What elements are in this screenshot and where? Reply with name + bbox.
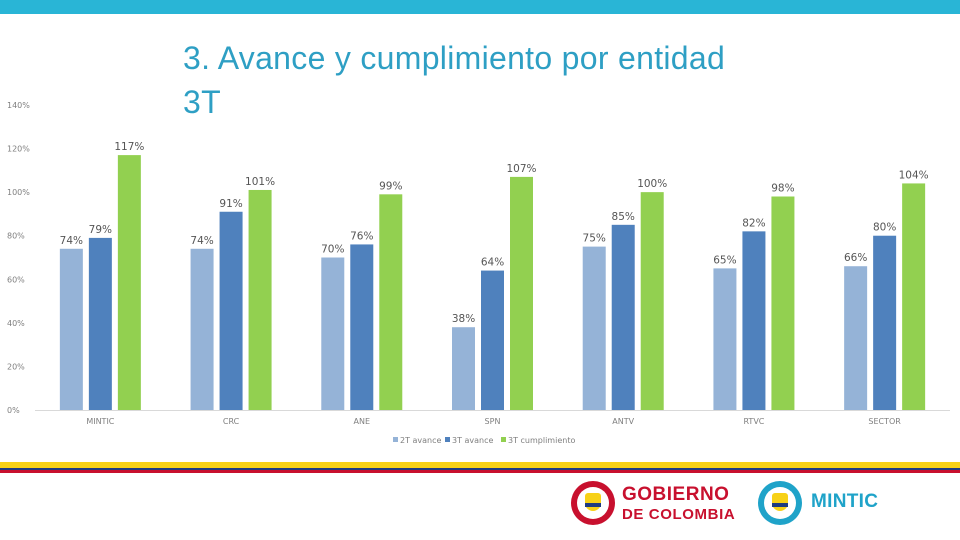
bar: [117, 155, 141, 410]
y-tick-label: 40%: [7, 319, 25, 328]
bar: [219, 211, 243, 410]
data-label: 82%: [742, 217, 765, 229]
y-tick-label: 80%: [7, 232, 25, 241]
bar: [582, 246, 606, 410]
bar: [873, 235, 897, 410]
y-tick-label: 120%: [7, 145, 30, 154]
category-label: ANE: [354, 417, 371, 426]
bar: [844, 266, 868, 410]
legend: 2T avance 3T avance 3T cumplimiento: [393, 436, 575, 445]
data-label: 100%: [637, 178, 667, 190]
bar-chart: 0%20%40%60%80%100%120%140% 74%79%117%74%…: [7, 101, 950, 445]
bar: [902, 183, 926, 410]
gobierno-line1: GOBIERNO: [622, 484, 730, 505]
category-label: ANTV: [612, 417, 634, 426]
bar: [713, 268, 737, 410]
data-label: 107%: [506, 163, 536, 175]
data-label: 117%: [114, 141, 144, 153]
bar: [59, 248, 83, 410]
stripe-blue: [0, 468, 960, 470]
mintic-logo-text: MINTIC: [811, 491, 879, 512]
y-tick-label: 100%: [7, 188, 30, 197]
bar: [742, 231, 766, 410]
data-label: 104%: [899, 169, 929, 181]
data-label: 85%: [612, 211, 635, 223]
bar: [321, 257, 345, 410]
y-tick-label: 140%: [7, 101, 30, 110]
data-label: 98%: [771, 183, 794, 195]
data-label: 66%: [844, 252, 867, 264]
top-accent-bar: [0, 0, 960, 14]
category-label: RTVC: [743, 417, 764, 426]
y-tick-label: 20%: [7, 362, 25, 371]
y-tick-label: 0%: [7, 406, 20, 415]
category-label: CRC: [223, 417, 240, 426]
data-label: 74%: [60, 235, 83, 247]
gobierno-line2: DE COLOMBIA: [622, 506, 736, 523]
x-axis: MINTIC CRC ANE SPN ANTV RTVC SECTOR: [86, 417, 901, 426]
stripe-red: [0, 470, 960, 473]
legend-swatch: [445, 437, 450, 442]
bars-group: [59, 155, 926, 410]
bar: [248, 189, 272, 410]
bar: [771, 196, 795, 410]
gobierno-seal-icon: [571, 481, 615, 525]
legend-entry: 3T cumplimiento: [508, 436, 575, 445]
data-label: 79%: [89, 224, 112, 236]
legend-swatch: [393, 437, 398, 442]
category-label: MINTIC: [86, 417, 114, 426]
y-tick-label: 60%: [7, 275, 25, 284]
data-label: 76%: [350, 230, 373, 242]
gobierno-logo-text: GOBIERNO DE COLOMBIA: [622, 485, 735, 525]
bar: [481, 270, 504, 410]
bar: [350, 244, 374, 410]
y-axis: 0% 20% 40% 60% 80% 100% 120% 140%: [7, 101, 950, 415]
data-label: 70%: [321, 244, 344, 256]
data-labels: 74% 79% 117% 74% 91%101% 70% 76% 99% 38% 64% 107% 7…: [60, 141, 929, 325]
data-label: 80%: [873, 222, 896, 234]
data-label: 91%: [219, 198, 242, 210]
bar: [611, 224, 635, 410]
data-label: 38%: [452, 313, 475, 325]
bar: [379, 194, 403, 410]
category-label: SECTOR: [868, 417, 901, 426]
data-label: 75%: [583, 233, 606, 245]
bar: [640, 192, 664, 410]
data-label: 65%: [713, 254, 736, 266]
mintic-seal-icon: [758, 481, 802, 525]
legend-entry: 2T avance: [400, 436, 442, 445]
slide-title: 3. Avance y cumplimiento por entidad 3T: [183, 40, 726, 120]
legend-entry: 3T avance: [452, 436, 494, 445]
stripe-yellow: [0, 462, 960, 468]
bar: [190, 248, 214, 410]
data-label: 74%: [190, 235, 213, 247]
category-label: SPN: [485, 417, 501, 426]
data-label: 101%: [245, 176, 275, 188]
bar: [510, 176, 533, 410]
legend-swatch: [501, 437, 506, 442]
bar: [88, 237, 112, 410]
data-label: 64%: [481, 257, 504, 269]
data-label: 99%: [379, 180, 402, 192]
bar: [452, 327, 475, 410]
